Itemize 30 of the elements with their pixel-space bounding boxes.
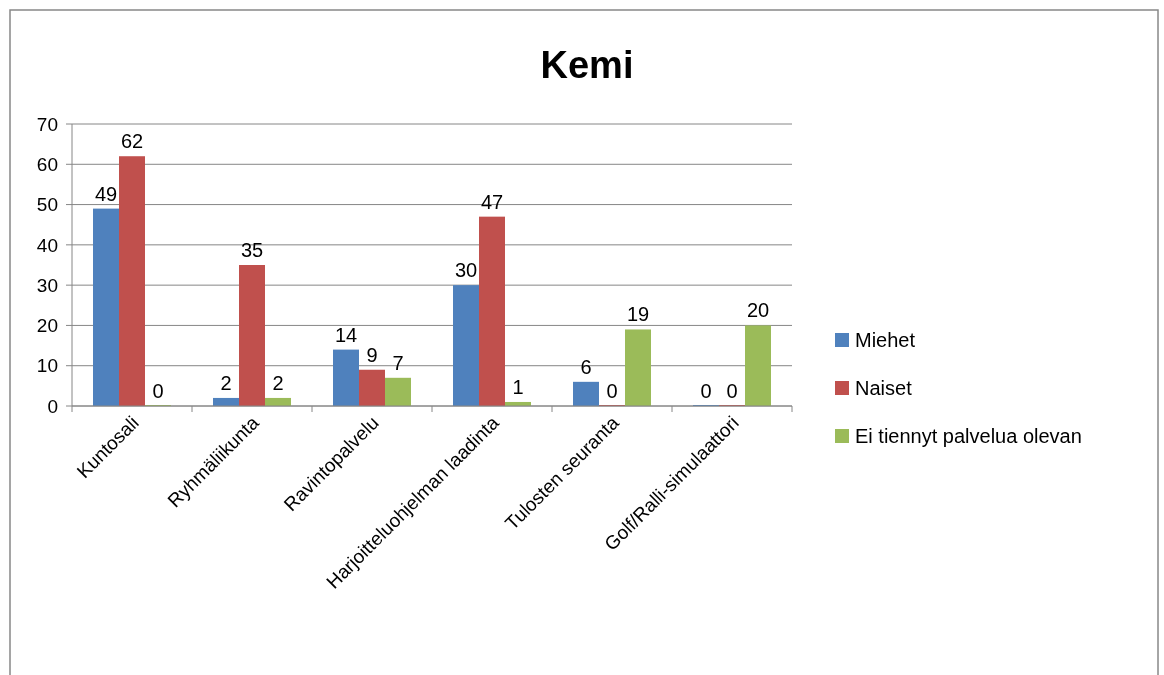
data-label: 35 — [240, 239, 264, 261]
y-tick-label: 50 — [36, 194, 58, 216]
legend-label: Miehet — [855, 329, 916, 351]
y-tick-label: 30 — [36, 274, 58, 296]
data-label: 0 — [726, 380, 738, 402]
data-label: 7 — [392, 351, 404, 374]
data-label: 0 — [700, 380, 712, 402]
y-tick-label: 40 — [36, 234, 58, 256]
data-label: 62 — [120, 130, 144, 153]
data-label: 2 — [272, 371, 284, 394]
data-label: 2 — [220, 371, 232, 394]
legend-label: Ei tiennyt palvelua olevan — [855, 425, 1082, 447]
data-label: 6 — [580, 355, 592, 378]
data-label: 14 — [334, 323, 358, 346]
data-label: 1 — [512, 375, 524, 398]
data-label: 30 — [454, 259, 478, 282]
y-tick-label: 20 — [36, 315, 58, 337]
data-label: 49 — [94, 182, 118, 205]
data-label: 0 — [606, 380, 618, 402]
y-tick-label: 60 — [36, 153, 58, 175]
legend-label: Naiset — [855, 377, 913, 399]
y-tick-label: 0 — [47, 395, 58, 417]
data-label: 9 — [366, 343, 378, 366]
data-label: 0 — [152, 380, 164, 402]
data-label: 20 — [746, 299, 770, 322]
data-label: 47 — [480, 190, 504, 213]
y-tick-label: 10 — [36, 355, 58, 377]
y-tick-label: 70 — [36, 113, 58, 135]
chart-title: Kemi — [540, 44, 634, 86]
data-label: 19 — [626, 303, 650, 326]
